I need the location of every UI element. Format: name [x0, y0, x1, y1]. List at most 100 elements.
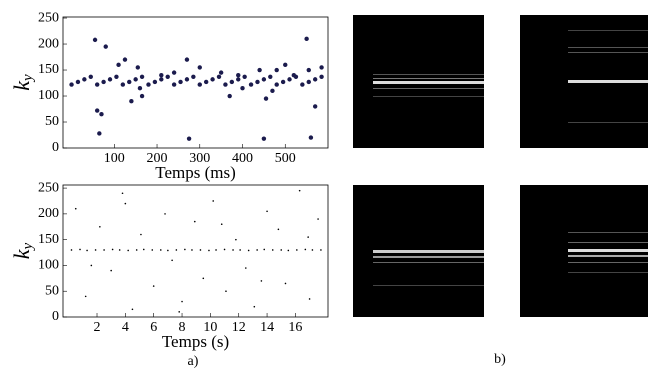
point: [320, 249, 322, 251]
point: [97, 131, 102, 136]
point: [94, 82, 100, 87]
point: [274, 67, 279, 73]
point: [181, 300, 183, 303]
y-tick-label: 0: [52, 309, 59, 324]
point: [308, 298, 311, 300]
point: [215, 249, 217, 251]
point: [127, 249, 129, 252]
point: [82, 77, 87, 82]
image-line: [568, 30, 648, 31]
point: [114, 74, 119, 79]
point: [242, 74, 247, 79]
point: [317, 218, 319, 220]
point: [184, 248, 186, 251]
point: [306, 67, 311, 73]
x-tick-label: 300: [189, 151, 210, 166]
point: [127, 79, 132, 85]
point: [255, 79, 260, 85]
image-line: [568, 80, 648, 83]
spectrogram-images: [353, 15, 648, 317]
point: [312, 104, 318, 109]
y-tick-label: 250: [38, 10, 59, 25]
image-line: [568, 249, 648, 252]
point: [225, 290, 227, 293]
image-line: [373, 74, 484, 75]
point: [312, 77, 318, 82]
x-tick-label: 10: [203, 320, 217, 335]
point: [223, 248, 226, 251]
image-line: [373, 250, 484, 253]
point: [304, 248, 307, 251]
point: [304, 36, 309, 42]
point: [110, 269, 112, 272]
image-line: [568, 47, 648, 48]
point: [151, 249, 154, 251]
point: [94, 249, 97, 251]
point: [223, 82, 228, 87]
point: [307, 236, 309, 238]
point: [99, 112, 104, 117]
point: [124, 202, 127, 205]
x-tick-label: 12: [232, 320, 246, 335]
point: [107, 77, 113, 82]
point: [159, 249, 162, 251]
y-axis-label-part: y: [20, 242, 36, 251]
x-tick-label: 200: [147, 151, 168, 166]
point: [274, 82, 279, 87]
point: [152, 285, 155, 287]
x-tick-label: 500: [275, 151, 296, 166]
x-tick-label: 6: [150, 320, 157, 335]
point: [88, 74, 93, 79]
point: [236, 77, 241, 82]
point: [287, 77, 292, 82]
point: [171, 70, 177, 75]
point: [171, 259, 173, 262]
image-line: [568, 242, 648, 243]
point: [260, 280, 263, 282]
point: [139, 93, 145, 99]
point: [133, 77, 138, 82]
point: [135, 249, 138, 251]
image-line: [373, 81, 484, 84]
point: [184, 77, 190, 82]
point: [266, 210, 268, 213]
point: [186, 136, 192, 141]
plot-frame: [62, 16, 329, 149]
point: [216, 74, 222, 79]
point: [74, 207, 77, 210]
point: [79, 248, 81, 251]
point: [137, 86, 143, 91]
point: [236, 73, 241, 78]
point: [239, 249, 241, 251]
point: [111, 248, 114, 251]
y-tick-label: 250: [38, 180, 59, 195]
point: [103, 249, 105, 251]
point: [167, 249, 169, 252]
y-axis-label-part: k: [9, 248, 34, 259]
x-axis-label: Temps (s): [162, 332, 229, 351]
caption: b): [494, 352, 506, 367]
point: [92, 37, 98, 43]
point: [84, 295, 87, 298]
point: [90, 264, 93, 267]
image-line: [373, 96, 484, 97]
y-axis-label: ky: [9, 74, 36, 91]
point: [253, 305, 256, 308]
point: [232, 249, 234, 251]
point: [202, 277, 205, 280]
point: [121, 192, 124, 195]
image-line: [373, 285, 484, 286]
point: [140, 233, 142, 236]
y-tick-label: 200: [38, 206, 59, 221]
point: [261, 136, 267, 141]
point: [118, 249, 121, 251]
x-tick-label: 2: [94, 320, 101, 335]
point: [135, 65, 140, 70]
y-tick-label: 100: [38, 88, 59, 103]
x-tick-label: 8: [179, 320, 186, 335]
point: [212, 200, 215, 202]
y-tick-label: 100: [38, 258, 59, 273]
point: [75, 79, 81, 85]
point: [191, 74, 196, 79]
y-axis-label: ky: [9, 242, 36, 259]
